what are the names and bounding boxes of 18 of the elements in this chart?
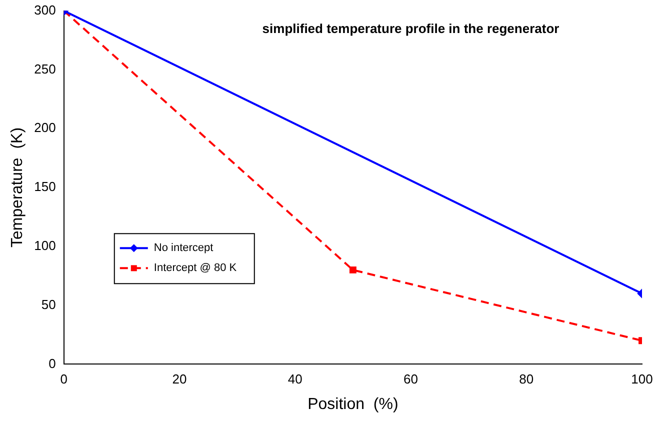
x-tick-label: 40 [288, 372, 302, 387]
y-tick-label: 50 [41, 296, 56, 312]
y-tick-label: 150 [34, 179, 56, 194]
y-tick-label: 100 [34, 238, 56, 253]
x-tick-label: 100 [631, 372, 653, 387]
legend-label: Intercept @ 80 K [154, 262, 238, 274]
legend-label: No intercept [154, 242, 214, 254]
x-tick-label: 20 [172, 372, 187, 387]
y-tick-label: 0 [48, 356, 56, 371]
x-axis-title: Position (%) [308, 396, 398, 413]
y-axis-title: Temperature (K) [9, 127, 26, 248]
y-tick-label: 250 [34, 61, 56, 76]
y-tick-label: 200 [34, 120, 56, 136]
x-tick-label: 60 [404, 372, 418, 387]
y-tick-label: 300 [34, 2, 56, 18]
text: simplified temperature profile in the regenerator [262, 20, 560, 36]
x-tick-label: 80 [519, 372, 534, 387]
x-tick-label: 0 [60, 372, 68, 387]
